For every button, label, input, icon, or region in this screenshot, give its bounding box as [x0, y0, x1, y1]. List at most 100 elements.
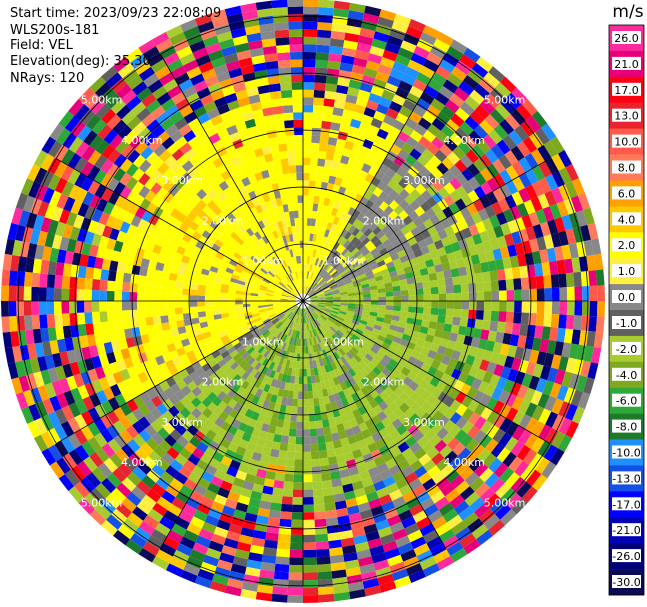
velocity-gate — [483, 291, 492, 301]
velocity-gate — [438, 308, 447, 316]
velocity-gate — [316, 291, 325, 296]
velocity-gate — [385, 168, 397, 179]
velocity-gate — [426, 265, 436, 275]
velocity-gate — [412, 324, 422, 333]
velocity-gate — [385, 309, 394, 316]
velocity-gate — [303, 127, 313, 136]
velocity-gate — [547, 367, 559, 383]
velocity-gate — [346, 287, 355, 292]
velocity-gate — [571, 178, 585, 196]
velocity-gate — [333, 261, 341, 269]
velocity-gate — [507, 244, 518, 258]
velocity-gate — [308, 290, 315, 296]
velocity-gate — [531, 165, 546, 182]
velocity-gate — [324, 321, 332, 328]
velocity-gate — [348, 301, 356, 304]
velocity-gate — [318, 326, 324, 334]
velocity-gate — [392, 94, 406, 106]
velocity-gate — [430, 286, 439, 295]
velocity-gate — [439, 143, 453, 157]
velocity-gate — [366, 338, 375, 347]
velocity-gate — [516, 444, 531, 461]
velocity-gate — [340, 229, 349, 238]
velocity-gate — [373, 110, 386, 122]
velocity-gate — [309, 305, 316, 310]
velocity-gate — [359, 82, 373, 93]
velocity-gate — [319, 280, 327, 287]
velocity-gate — [444, 365, 455, 377]
velocity-gate — [356, 371, 365, 381]
velocity-gate — [423, 301, 432, 308]
velocity-gate — [325, 338, 332, 347]
velocity-gate — [530, 436, 545, 454]
velocity-gate — [347, 125, 359, 136]
velocity-gate — [504, 114, 521, 130]
velocity-gate — [356, 221, 365, 231]
velocity-gate — [333, 200, 341, 210]
velocity-gate — [353, 57, 368, 68]
velocity-gate — [309, 294, 318, 299]
velocity-gate — [543, 444, 558, 462]
velocity-gate — [320, 228, 327, 237]
colorbar-tick-label: -13.0 — [612, 472, 640, 485]
velocity-gate — [310, 297, 318, 300]
velocity-gate — [378, 163, 390, 175]
velocity-gate — [331, 23, 347, 33]
velocity-gate — [331, 270, 339, 278]
velocity-gate — [479, 195, 492, 209]
velocity-gate — [565, 228, 577, 245]
velocity-gate — [476, 529, 494, 546]
velocity-gate — [507, 344, 518, 358]
velocity-gate — [378, 427, 390, 439]
velocity-gate — [450, 547, 468, 563]
velocity-gate — [525, 361, 537, 376]
velocity-gate — [370, 263, 379, 271]
velocity-gate — [508, 456, 523, 473]
velocity-gate — [370, 235, 380, 244]
velocity-gate — [372, 366, 382, 376]
velocity-gate — [430, 98, 446, 112]
velocity-gate — [323, 166, 332, 176]
velocity-gate — [487, 330, 497, 342]
velocity-gate — [537, 193, 550, 210]
velocity-gate — [517, 335, 527, 349]
velocity-gate — [521, 301, 530, 313]
velocity-gates — [1, 0, 605, 603]
velocity-gate — [490, 310, 500, 322]
velocity-gate — [303, 202, 309, 211]
velocity-gate — [329, 38, 345, 48]
velocity-gate — [420, 189, 433, 202]
velocity-gate — [383, 195, 394, 206]
velocity-gate — [434, 149, 448, 163]
velocity-gate — [360, 316, 369, 322]
velocity-gate — [303, 172, 310, 181]
velocity-gate — [345, 242, 354, 251]
velocity-gate — [543, 313, 552, 328]
velocity-gate — [374, 153, 387, 164]
velocity-gate — [499, 418, 513, 433]
velocity-gate — [478, 508, 495, 524]
velocity-gate — [305, 278, 308, 287]
velocity-gate — [324, 159, 333, 169]
velocity-gate — [484, 114, 500, 130]
velocity-gate — [389, 270, 398, 278]
velocity-gate — [479, 434, 493, 449]
velocity-gate — [381, 273, 391, 280]
velocity-gate — [467, 399, 480, 413]
velocity-gate — [422, 58, 439, 73]
velocity-gate — [489, 351, 500, 364]
velocity-gate — [472, 356, 483, 369]
velocity-gate — [355, 328, 364, 335]
velocity-gate — [524, 402, 538, 418]
velocity-gate — [449, 494, 465, 509]
velocity-gate — [348, 295, 356, 299]
velocity-gate — [397, 47, 414, 60]
velocity-gate — [491, 201, 504, 216]
velocity-gate — [338, 347, 346, 356]
velocity-gate — [377, 371, 388, 382]
velocity-gate — [558, 401, 571, 418]
velocity-gate — [556, 259, 566, 275]
velocity-gate — [544, 157, 559, 175]
velocity-gate — [467, 163, 481, 177]
